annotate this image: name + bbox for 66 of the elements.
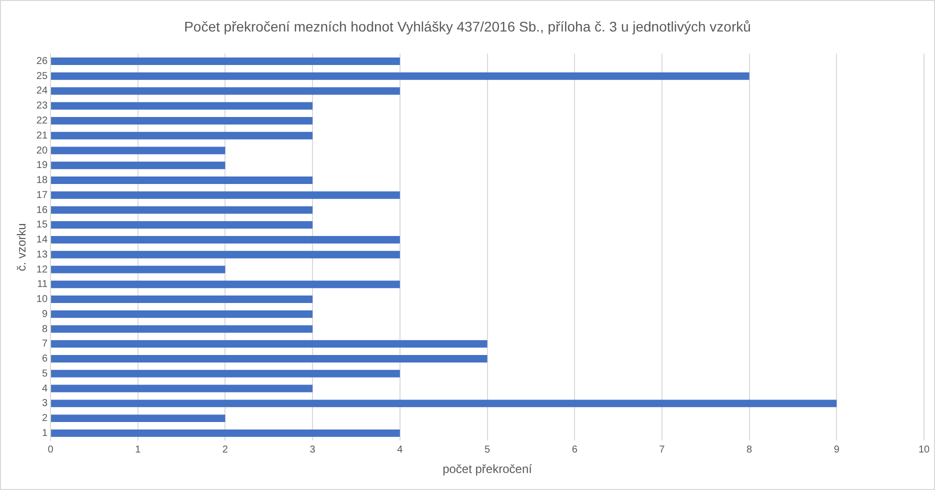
bar	[51, 429, 400, 437]
bar	[51, 117, 313, 124]
y-tick-label: 7	[42, 338, 48, 350]
bar	[51, 236, 400, 244]
y-tick-label: 9	[42, 308, 48, 320]
bar	[51, 296, 313, 303]
y-tick-label: 18	[36, 175, 48, 186]
bar	[51, 58, 400, 65]
y-tick-label: 1	[42, 428, 48, 439]
y-tick-label: 6	[42, 354, 48, 365]
bar	[51, 162, 226, 170]
y-tick-label: 13	[36, 249, 48, 260]
y-tick-label: 17	[36, 190, 48, 201]
x-tick-label: 8	[746, 444, 753, 456]
y-tick-label: 23	[36, 100, 48, 112]
x-tick-label: 0	[48, 444, 54, 456]
y-tick-label: 24	[36, 86, 48, 97]
y-tick-label: 15	[36, 220, 48, 231]
bar	[51, 310, 313, 318]
y-tick-label: 5	[42, 368, 48, 380]
y-tick-label: 25	[36, 70, 48, 82]
chart-title: Počet překročení mezních hodnot Vyhlášky 437/2016 Sb., příloha č. 3 u jednotlivých vzorků	[184, 18, 751, 34]
y-tick-label: 8	[42, 324, 48, 335]
y-tick-label: 4	[42, 383, 48, 394]
bar	[51, 146, 226, 154]
bar	[51, 206, 313, 214]
x-tick-label: 4	[397, 444, 404, 456]
bar	[51, 266, 226, 274]
y-tick-label: 22	[36, 115, 48, 126]
y-tick-label: 19	[36, 160, 48, 172]
x-tick-label: 6	[572, 444, 578, 456]
y-tick-label: 16	[36, 204, 48, 216]
x-tick-label: 3	[310, 444, 316, 456]
x-tick-label: 2	[222, 444, 228, 456]
bar	[51, 87, 400, 95]
y-tick-label: 21	[36, 130, 48, 142]
y-tick-label: 20	[36, 145, 48, 156]
bar	[51, 340, 488, 348]
x-tick-label: 1	[135, 444, 142, 456]
y-tick-label: 14	[36, 234, 48, 246]
y-axis-title: č. vzorku	[14, 223, 29, 272]
bar	[51, 72, 750, 80]
y-tick-label: 10	[36, 294, 48, 306]
bar	[51, 176, 313, 184]
x-tick-label: 9	[834, 444, 840, 456]
bar	[51, 400, 837, 408]
bar	[51, 102, 313, 110]
y-tick-label: 12	[36, 264, 48, 276]
bar	[51, 325, 313, 333]
y-tick-label: 11	[37, 279, 48, 290]
bar	[51, 384, 313, 392]
bar	[51, 280, 400, 288]
bar	[51, 132, 313, 140]
bar	[51, 250, 400, 258]
bar	[51, 221, 313, 229]
bar	[51, 191, 400, 199]
x-axis-title: počet překročení	[442, 462, 533, 476]
y-tick-label: 3	[42, 398, 48, 410]
x-tick-label: 10	[918, 444, 930, 456]
y-tick-label: 26	[36, 56, 48, 67]
y-tick-label: 2	[42, 413, 48, 424]
bar	[51, 414, 226, 422]
x-tick-label: 5	[484, 444, 490, 456]
bar	[51, 370, 400, 378]
x-tick-label: 7	[659, 444, 666, 456]
bar	[51, 355, 488, 362]
